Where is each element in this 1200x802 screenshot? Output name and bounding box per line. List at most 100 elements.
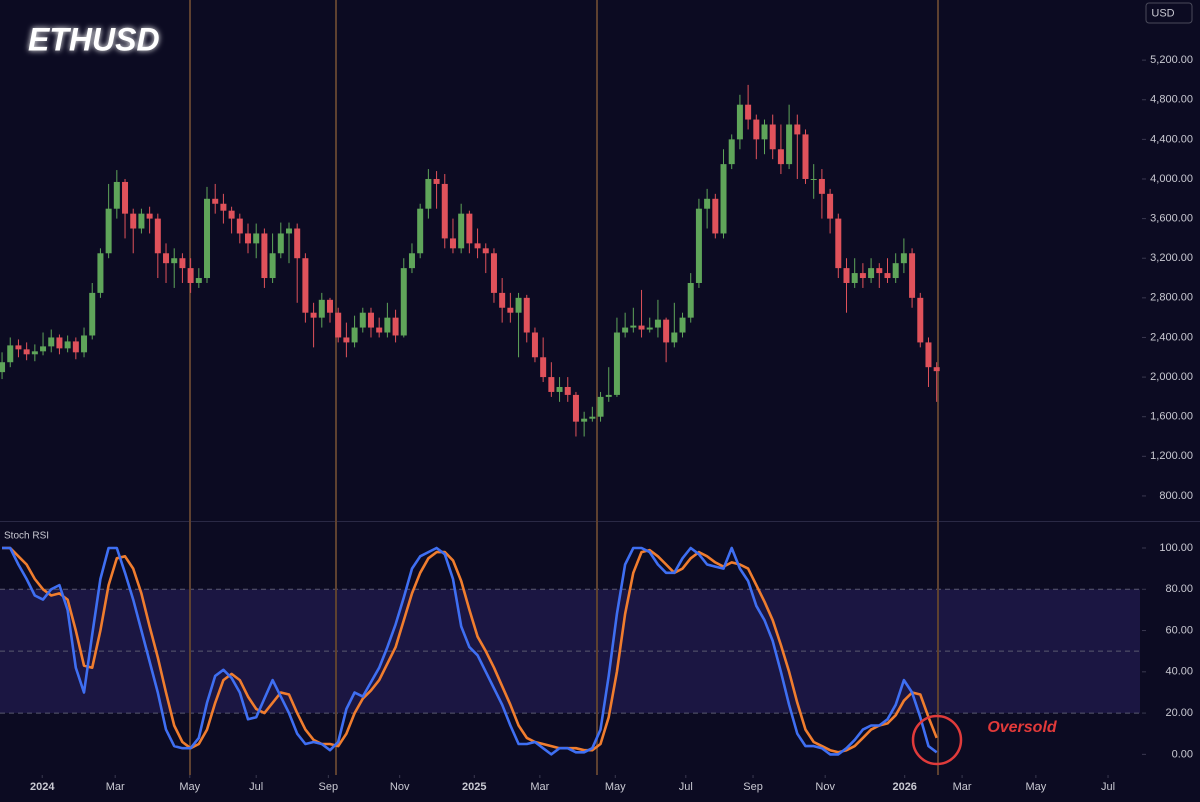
y-tick-label: 800.00 [1159, 490, 1193, 502]
candle-body [818, 178, 825, 194]
x-tick-label: Sep [319, 781, 339, 793]
candle-body [269, 253, 276, 279]
candle-body [253, 233, 260, 244]
candle-body [458, 213, 465, 249]
candle-body [892, 263, 899, 279]
candle-body [130, 213, 137, 229]
candle-body [515, 297, 522, 313]
candle-body [400, 268, 407, 336]
candle-body [15, 345, 22, 350]
candle-body [138, 213, 145, 229]
y-tick-label: 40.00 [1165, 666, 1193, 678]
candle-body [212, 198, 219, 204]
candle-body [417, 208, 424, 254]
y-tick-label: 1,200.00 [1150, 450, 1193, 462]
candle-body [359, 312, 366, 328]
y-tick-label: 0.00 [1172, 748, 1193, 760]
candle-body [72, 341, 79, 353]
candle-body [474, 243, 481, 249]
y-tick-label: 2,800.00 [1150, 292, 1193, 304]
y-tick-label: 4,800.00 [1150, 94, 1193, 106]
x-tick-label: May [179, 781, 200, 793]
y-tick-label: 2,400.00 [1150, 331, 1193, 343]
y-tick-label: 2,000.00 [1150, 371, 1193, 383]
x-tick-label: 2024 [30, 781, 55, 793]
candle-body [204, 198, 211, 279]
y-tick-label: 80.00 [1165, 583, 1193, 595]
candle-body [540, 357, 547, 378]
currency-label: USD [1151, 7, 1174, 19]
y-tick-label: 4,000.00 [1150, 173, 1193, 185]
candle-body [679, 317, 686, 333]
candle-body [441, 183, 448, 239]
candle-body [490, 253, 497, 293]
x-tick-label: Jul [249, 781, 263, 793]
y-tick-label: 100.00 [1159, 542, 1193, 554]
x-tick-label: Mar [530, 781, 549, 793]
candle-body [720, 164, 727, 234]
x-tick-label: Mar [953, 781, 972, 793]
candle-body [663, 319, 670, 343]
annotation: Oversold [987, 719, 1058, 736]
candle-body [802, 134, 809, 179]
candle-body [876, 268, 883, 274]
candle-body [7, 345, 14, 363]
candle-body [638, 325, 645, 330]
marks-layer [0, 59, 1146, 778]
candle-body [933, 367, 940, 372]
candle-body [392, 317, 399, 336]
candle-body [613, 332, 620, 395]
x-tick-label: Nov [815, 781, 835, 793]
y-tick-label: 1,600.00 [1150, 411, 1193, 423]
candle-body [56, 337, 63, 349]
candle-body [466, 213, 473, 244]
candle-body [105, 208, 112, 254]
background-layer [0, 588, 1140, 714]
y-tick-label: 3,600.00 [1150, 213, 1193, 225]
candle-body [245, 233, 252, 244]
candle-body [48, 337, 55, 347]
candle-body [23, 349, 30, 355]
x-tick-label: May [605, 781, 626, 793]
candle-body [671, 332, 678, 343]
candle-body [0, 362, 6, 373]
candle-body [605, 394, 612, 397]
candle-body [163, 253, 170, 264]
candle-body [851, 273, 858, 283]
candle-body [482, 248, 489, 254]
x-tick-label: Sep [743, 781, 763, 793]
time-markers [189, 0, 939, 775]
x-tick-label: Mar [106, 781, 125, 793]
candle-body [179, 258, 186, 269]
candle-body [909, 253, 916, 298]
x-tick-label: 2026 [892, 781, 916, 793]
candle-body [859, 273, 866, 279]
x-tick-label: May [1025, 781, 1046, 793]
candle-body [687, 282, 694, 318]
candle-body [728, 139, 735, 165]
candle-body [548, 377, 555, 392]
candle-body [302, 258, 309, 313]
candle-body [376, 327, 383, 333]
candle-body [654, 319, 661, 328]
candle-body [277, 233, 284, 254]
panel-title: Stoch RSI [4, 531, 49, 542]
candle-body [753, 119, 760, 140]
candle-body [507, 307, 514, 313]
x-tick-label: Jul [679, 781, 693, 793]
candle-body [449, 238, 456, 249]
candle-body [261, 233, 268, 279]
x-tick-label: Jul [1101, 781, 1115, 793]
candle-body [343, 337, 350, 343]
stoch-line [2, 546, 938, 756]
currency-box [1145, 2, 1193, 24]
candle-body [367, 312, 374, 328]
candle-body [745, 104, 752, 120]
candle-body [712, 198, 719, 234]
candle-body [868, 268, 875, 279]
candle-body [294, 228, 301, 259]
candle-body [89, 292, 96, 336]
candle-body [835, 218, 842, 269]
candle-body [794, 124, 801, 135]
